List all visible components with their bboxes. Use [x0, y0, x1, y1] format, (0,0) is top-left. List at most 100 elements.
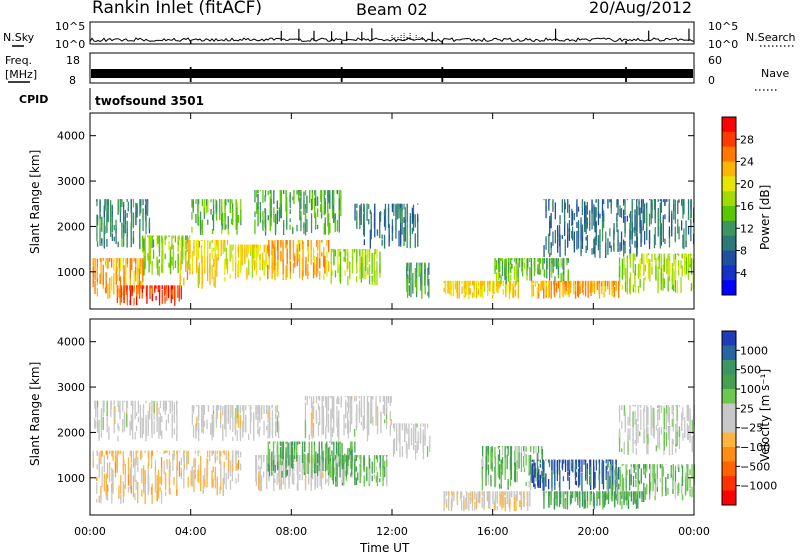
heat-cell-0-9 [367, 267, 369, 275]
heat-cell-0-8 [270, 211, 272, 227]
heat-cell-0-7 [277, 259, 279, 277]
heat-cell-0-7 [267, 264, 269, 280]
heat-cell-0-0 [109, 258, 111, 260]
heat-cell-1-7 [363, 422, 365, 429]
heat-cell-1-0 [129, 421, 131, 436]
heat-cell-0-15 [548, 199, 550, 211]
heat-cell-1-1 [118, 485, 120, 498]
heat-cell-1-0 [135, 425, 138, 432]
heat-cell-1-4 [291, 462, 294, 482]
heat-cell-1-2 [235, 478, 237, 484]
heat-cell-1-9 [471, 491, 474, 501]
heat-cell-0-9 [343, 249, 345, 252]
heat-cell-1-0 [123, 411, 126, 426]
heat-cell-1-7 [333, 397, 335, 420]
heat-cell-1-3 [257, 405, 259, 409]
heat-cell-1-8 [429, 435, 431, 452]
heat-cell-1-0 [142, 404, 145, 411]
heat-cell-1-4 [278, 458, 280, 471]
heat-cell-0-16 [674, 270, 677, 293]
heat-cell-1-5 [341, 442, 343, 461]
heat-cell-1-3 [245, 417, 247, 433]
heat-cell-0-17 [687, 199, 690, 203]
heat-cell-1-6 [376, 455, 379, 463]
heat-cell-0-6 [265, 261, 267, 267]
heat-cell-0-8 [303, 191, 305, 209]
heat-cell-1-6 [375, 475, 377, 483]
heat-cell-1-1 [148, 475, 150, 492]
heat-cell-0-10 [412, 204, 415, 219]
heat-cell-1-5 [281, 460, 283, 466]
heat-cell-1-11 [586, 463, 588, 470]
heat-cell-1-9 [474, 491, 476, 495]
heat-cell-0-15 [571, 226, 574, 241]
heat-cell-0-7 [282, 274, 284, 279]
heat-cell-1-11 [538, 480, 540, 487]
heat-cell-0-2 [141, 285, 143, 298]
heat-cell-1-1 [98, 458, 100, 470]
heat-cell-1-5 [326, 444, 328, 450]
heat-cell-0-1 [130, 211, 133, 218]
heat-cell-1-0 [151, 400, 153, 410]
heat-cell-1-2 [183, 463, 185, 469]
heat-cell-0-8 [314, 190, 316, 196]
heat-cell-1-8 [426, 423, 429, 429]
heat-cell-0-0 [125, 258, 127, 280]
heat-cell-1-3 [229, 405, 231, 408]
heat-cell-0-16 [647, 253, 650, 255]
heat-cell-0-0 [137, 258, 139, 272]
heat-cell-0-15 [576, 203, 578, 216]
heat-cell-1-12 [621, 501, 623, 510]
heat-cell-1-14 [691, 419, 693, 425]
heat-cell-1-12 [566, 505, 569, 510]
heat-cell-0-4 [222, 240, 224, 252]
heat-cell-1-7 [345, 422, 347, 429]
heat-cell-0-9 [374, 249, 376, 255]
heat-cell-1-7 [347, 420, 350, 439]
heat-cell-0-17 [639, 207, 641, 228]
heat-cell-1-12 [602, 491, 604, 494]
heat-cell-1-13 [665, 477, 667, 483]
heat-cell-1-13 [609, 471, 611, 486]
heat-cell-1-14 [650, 427, 652, 436]
heat-cell-1-6 [354, 476, 356, 486]
heat-cell-1-7 [308, 434, 310, 440]
heat-cell-0-14 [604, 280, 607, 286]
heat-cell-1-14 [675, 405, 677, 407]
heat-cell-1-7 [315, 418, 318, 424]
heat-cell-1-5 [350, 441, 352, 451]
heat-cell-0-7 [271, 240, 273, 250]
heat-cell-0-6 [232, 254, 234, 272]
heat-cell-1-10 [537, 446, 540, 453]
heat-cell-1-1 [151, 450, 153, 456]
heat-cell-1-2 [176, 467, 178, 483]
heat-cell-0-15 [626, 199, 628, 201]
heat-cell-0-1 [130, 210, 133, 229]
heat-cell-1-0 [119, 400, 121, 404]
heat-cell-0-12 [508, 294, 511, 299]
heat-cell-1-5 [311, 455, 313, 465]
heat-cell-0-10 [374, 203, 376, 205]
heat-cell-0-15 [591, 200, 593, 214]
heat-cell-1-2 [212, 478, 214, 488]
heat-cell-1-9 [499, 493, 501, 507]
heat-cell-0-7 [280, 240, 282, 248]
heat-cell-0-17 [668, 229, 671, 248]
heat-cell-0-13 [499, 272, 501, 278]
heat-cell-1-1 [151, 483, 153, 504]
heat-cell-0-5 [236, 220, 238, 235]
heat-cell-1-7 [347, 402, 349, 408]
heat-cell-0-7 [326, 251, 328, 258]
heat-cell-0-13 [510, 258, 512, 264]
heat-cell-0-12 [447, 280, 449, 294]
heat-cell-1-2 [214, 471, 216, 489]
heat-cell-1-7 [371, 396, 373, 408]
heat-cell-0-8 [304, 203, 307, 211]
heat-cell-0-10 [384, 203, 387, 222]
heat-cell-0-12 [452, 280, 454, 294]
heat-cell-1-1 [111, 482, 113, 493]
heat-cell-0-14 [565, 291, 567, 296]
heat-cell-0-16 [637, 286, 640, 293]
